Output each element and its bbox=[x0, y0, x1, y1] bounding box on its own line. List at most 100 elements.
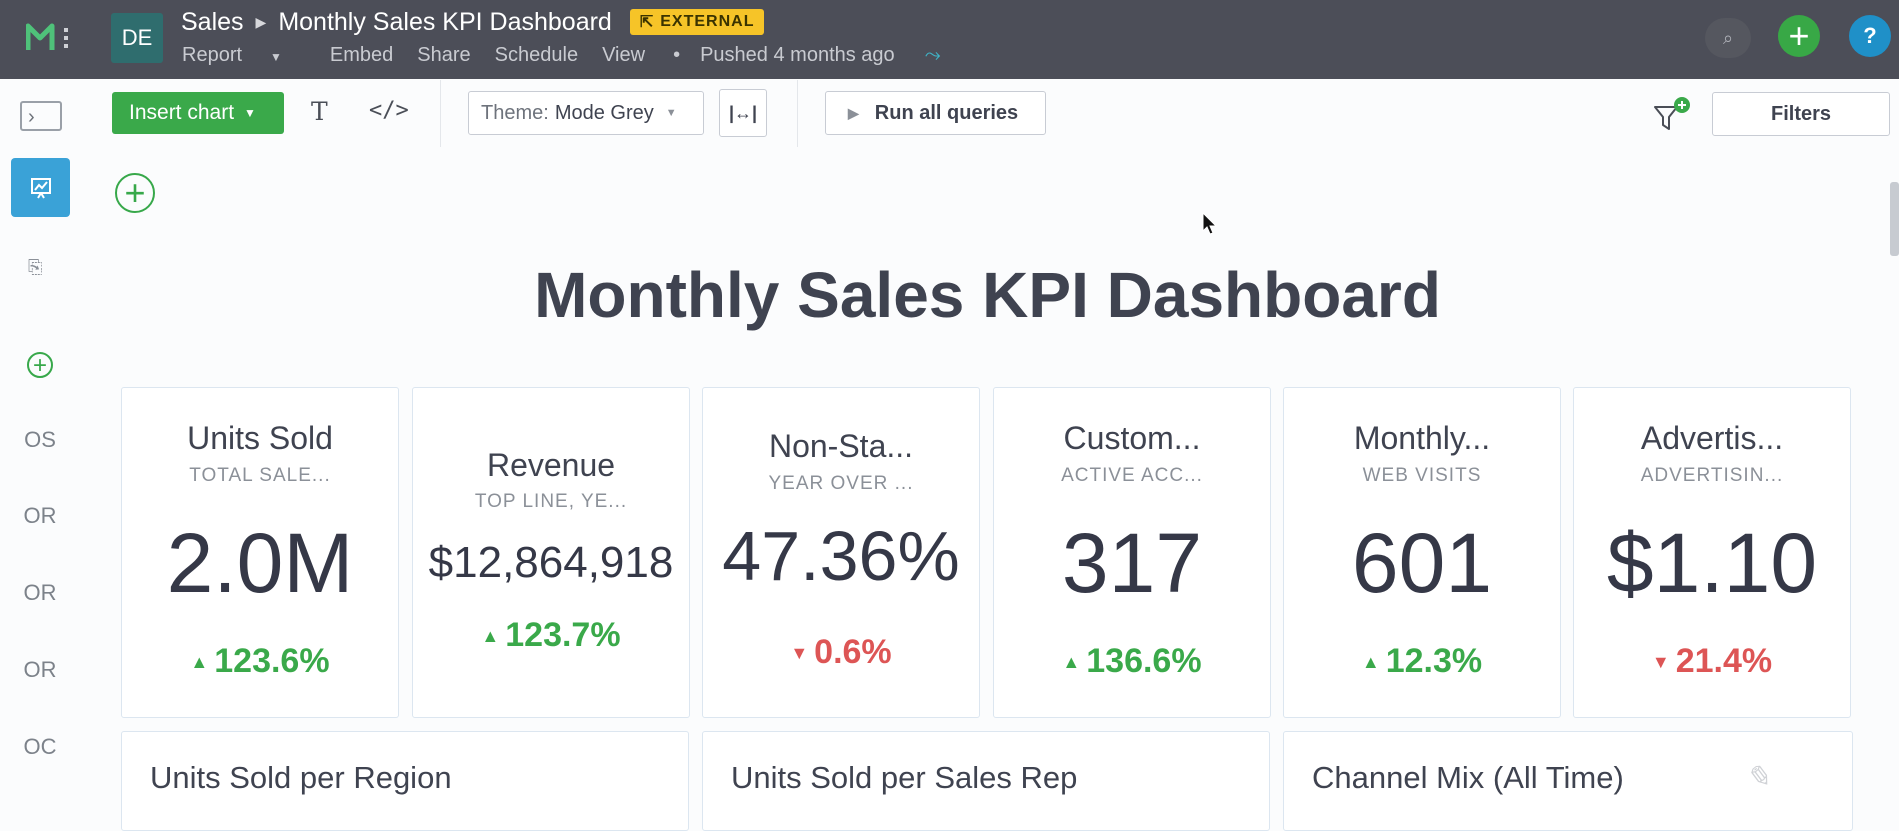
kpi-card-non-standard[interactable]: Non-Sta... YEAR OVER ... 47.36% ▼ 0.6% bbox=[702, 387, 980, 718]
arrow-down-icon: ▼ bbox=[790, 643, 809, 663]
space-avatar[interactable]: DE bbox=[111, 13, 163, 63]
kpi-delta: ▼ 0.6% bbox=[703, 633, 979, 672]
kpi-title: Units Sold bbox=[187, 420, 333, 456]
left-rail: › ⎘ + OS OR OR OR OC bbox=[0, 79, 80, 819]
run-all-label: Run all queries bbox=[874, 101, 1019, 124]
search-icon[interactable]: ⌕ bbox=[1705, 18, 1751, 58]
insert-chart-button[interactable]: Insert chart ▼ bbox=[112, 92, 284, 134]
kpi-value: $1.10 bbox=[1606, 516, 1818, 610]
kpi-delta: ▲ 123.7% bbox=[413, 616, 689, 655]
menu-report[interactable]: Report ▼ bbox=[182, 44, 306, 67]
arrow-down-icon: ▼ bbox=[1651, 652, 1670, 672]
breadcrumb-chevron-icon: ▶ bbox=[255, 13, 267, 30]
add-query-button[interactable]: + bbox=[27, 352, 53, 378]
kpi-card-monthly-visits[interactable]: Monthly... WEB VISITS 601 ▲ 12.3% bbox=[1283, 387, 1561, 718]
query-tab-5[interactable]: OC bbox=[23, 734, 57, 759]
mouse-cursor-icon bbox=[1202, 212, 1218, 235]
report-name[interactable]: Monthly Sales KPI Dashboard bbox=[278, 7, 612, 36]
kpi-delta-value: 123.6% bbox=[214, 642, 330, 680]
external-badge: ⇱ EXTERNAL bbox=[629, 9, 765, 35]
kpi-title: Non-Sta... bbox=[768, 428, 914, 464]
add-element-button[interactable]: + bbox=[115, 173, 155, 213]
mode-logo-icon[interactable] bbox=[26, 22, 74, 52]
kpi-card-revenue[interactable]: Revenue TOP LINE, YE... $12,864,918 ▲ 123… bbox=[412, 387, 690, 718]
breadcrumb-space[interactable]: Sales bbox=[181, 7, 244, 36]
fit-width-icon: |↔| bbox=[728, 102, 758, 123]
kpi-value: 601 bbox=[1351, 516, 1493, 610]
kpi-value: 2.0M bbox=[166, 516, 354, 610]
kpi-delta-value: 136.6% bbox=[1086, 642, 1202, 680]
run-all-queries-button[interactable]: ▶ Run all queries bbox=[825, 91, 1046, 135]
filter-icon[interactable] bbox=[1652, 97, 1692, 133]
kpi-delta: ▲ 136.6% bbox=[994, 642, 1270, 681]
kpi-subtitle: ACTIVE ACC... bbox=[1061, 465, 1203, 486]
kpi-value: $12,864,918 bbox=[428, 538, 674, 587]
arrow-up-icon: ▲ bbox=[1361, 652, 1380, 672]
kpi-delta: ▲ 12.3% bbox=[1284, 642, 1560, 681]
toolbar-divider bbox=[440, 80, 441, 147]
query-tab-3[interactable]: OR bbox=[23, 580, 57, 605]
theme-value: Mode Grey bbox=[554, 101, 654, 124]
report-builder-icon[interactable] bbox=[11, 158, 70, 217]
watermark-logo: ✎ bbox=[1745, 760, 1771, 795]
git-push-icon: ⤳ bbox=[924, 44, 941, 66]
chevron-down-icon: ▼ bbox=[665, 107, 677, 119]
kpi-title: Advertis... bbox=[1640, 420, 1784, 456]
kpi-card-advertising[interactable]: Advertis... ADVERTISIN... $1.10 ▼ 21.4% bbox=[1573, 387, 1851, 718]
external-badge-label: EXTERNAL bbox=[660, 13, 755, 30]
pushed-status[interactable]: Pushed 4 months ago ⤳ bbox=[700, 44, 965, 67]
kpi-delta-value: 0.6% bbox=[814, 633, 892, 671]
menu-view[interactable]: View bbox=[602, 44, 646, 66]
chart-title: Channel Mix (All Time) bbox=[1312, 760, 1624, 795]
filters-button[interactable]: Filters bbox=[1712, 92, 1890, 136]
kpi-delta-value: 12.3% bbox=[1385, 642, 1483, 680]
kpi-title: Revenue bbox=[486, 447, 616, 483]
arrow-up-icon: ▲ bbox=[190, 652, 209, 672]
fit-width-button[interactable]: |↔| bbox=[719, 89, 767, 137]
kpi-title: Custom... bbox=[1063, 420, 1201, 456]
kpi-delta-value: 123.7% bbox=[505, 616, 621, 654]
add-new-button[interactable]: + bbox=[1778, 15, 1820, 57]
query-tab-2[interactable]: OR bbox=[23, 503, 57, 528]
menu-report-label: Report bbox=[182, 44, 243, 66]
kpi-delta-value: 21.4% bbox=[1675, 642, 1773, 680]
insert-chart-label: Insert chart bbox=[129, 101, 235, 124]
toolbar-divider bbox=[797, 80, 798, 147]
chevron-down-icon: ▼ bbox=[244, 106, 256, 120]
report-title: Monthly Sales KPI Dashboard bbox=[534, 259, 1441, 331]
report-menu: Report ▼ Embed Share Schedule View • Push… bbox=[182, 44, 989, 67]
query-tab-1[interactable]: OS bbox=[24, 427, 56, 452]
kpi-delta: ▼ 21.4% bbox=[1574, 642, 1850, 681]
theme-select[interactable]: Theme: Mode Grey ▼ bbox=[468, 91, 704, 135]
chevron-down-icon: ▼ bbox=[270, 50, 282, 64]
kpi-subtitle: YEAR OVER ... bbox=[768, 473, 914, 494]
kpi-value: 47.36% bbox=[722, 517, 960, 595]
menu-share[interactable]: Share bbox=[417, 44, 471, 66]
menu-separator: • bbox=[673, 44, 681, 66]
chart-card-units-per-rep[interactable]: Units Sold per Sales Rep bbox=[702, 731, 1270, 831]
query-tab-4[interactable]: OR bbox=[23, 657, 57, 682]
arrow-up-icon: ▲ bbox=[1062, 652, 1081, 672]
kpi-card-units-sold[interactable]: Units Sold TOTAL SALE... 2.0M ▲ 123.6% bbox=[121, 387, 399, 718]
chart-icon bbox=[30, 177, 51, 199]
parameters-icon[interactable]: ⎘ bbox=[28, 257, 43, 277]
chart-card-channel-mix[interactable]: Channel Mix (All Time) bbox=[1283, 731, 1853, 831]
kpi-subtitle: WEB VISITS bbox=[1362, 465, 1482, 486]
chart-card-units-per-region[interactable]: Units Sold per Region bbox=[121, 731, 689, 831]
kpi-subtitle: TOP LINE, YE... bbox=[474, 491, 628, 512]
menu-schedule[interactable]: Schedule bbox=[494, 44, 579, 66]
scrollbar-thumb[interactable] bbox=[1890, 182, 1899, 256]
menu-embed[interactable]: Embed bbox=[329, 44, 394, 66]
help-button[interactable]: ? bbox=[1849, 15, 1891, 57]
kpi-subtitle: ADVERTISIN... bbox=[1640, 465, 1784, 486]
expand-panel-icon[interactable]: › bbox=[20, 101, 62, 131]
chart-title: Units Sold per Sales Rep bbox=[731, 760, 1078, 795]
arrow-up-icon: ▲ bbox=[481, 626, 500, 646]
breadcrumb: Sales ▶ Monthly Sales KPI Dashboard ⇱ EX… bbox=[181, 7, 765, 36]
code-tool-button[interactable]: </> bbox=[369, 98, 409, 123]
kpi-subtitle: TOTAL SALE... bbox=[189, 465, 331, 486]
external-link-icon: ⇱ bbox=[639, 14, 655, 31]
play-icon: ▶ bbox=[848, 104, 859, 121]
text-tool-button[interactable]: T bbox=[311, 97, 328, 126]
kpi-card-customers[interactable]: Custom... ACTIVE ACC... 317 ▲ 136.6% bbox=[993, 387, 1271, 718]
